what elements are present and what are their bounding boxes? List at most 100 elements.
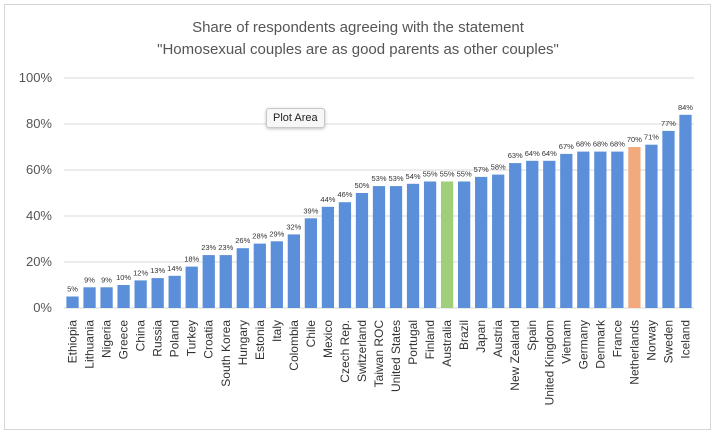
x-tick-label: Turkey [185,320,199,356]
x-tick-label: Chile [304,320,318,348]
x-tick-label: Russia [151,320,165,357]
chart-title-line-2: "Homosexual couples are as good parents … [157,41,559,58]
x-tick-label: Ethiopia [66,320,80,364]
bar [577,151,590,308]
x-tick-label: Spain [525,320,539,351]
x-tick-label: Colombia [287,320,301,371]
x-tick-label: South Korea [219,320,233,387]
bar [168,275,181,308]
bar [526,160,539,308]
data-label: 64% [542,149,557,158]
data-label: 23% [201,243,216,252]
data-label: 10% [116,273,131,282]
y-tick-label: 0% [33,300,52,315]
data-label: 9% [101,275,112,284]
data-label: 77% [661,119,676,128]
plot-area-tooltip: Plot Area [266,108,325,128]
x-tick-label: Estonia [253,320,267,360]
x-tick-label: Greece [117,320,131,360]
data-label: 63% [508,151,523,160]
data-label: 57% [474,165,489,174]
data-label: 44% [320,195,335,204]
bar [611,151,624,308]
bar [321,206,335,308]
data-label: 54% [406,172,421,181]
data-label: 70% [627,135,642,144]
bar [628,147,641,308]
x-tick-label: New Zealand [508,320,522,391]
bar [134,280,147,308]
x-tick-label: Portugal [406,320,420,365]
bar [679,114,692,308]
data-label: 13% [150,266,165,275]
y-tick-label: 100% [19,70,53,85]
data-label: 84% [678,103,693,112]
bar [543,160,556,308]
bar [185,266,198,308]
x-tick-label: Vietnam [559,320,573,364]
data-label: 64% [525,149,540,158]
x-tick-label: Japan [474,320,488,353]
x-tick-label: United Kingdom [542,320,556,405]
data-label: 55% [423,170,438,179]
bar [287,234,300,308]
x-tick-label: Lithuania [83,320,97,369]
x-tick-label: United States [389,320,403,392]
x-tick-label: Iceland [678,320,692,359]
bar [423,181,437,308]
bar [151,278,164,308]
data-label: 29% [269,229,284,238]
data-label: 68% [610,140,625,149]
x-tick-label: Finland [423,320,437,359]
data-label: 55% [457,170,472,179]
bar [253,243,266,308]
bar [560,153,573,308]
chart-title-line-1: Share of respondents agreeing with the s… [192,19,525,36]
y-tick-label: 40% [26,208,52,223]
data-label: 5% [67,285,78,294]
data-label: 14% [167,264,182,273]
data-label: 12% [133,268,148,277]
x-tick-label: Denmark [593,319,607,369]
bar [509,163,522,308]
x-tick-label: China [134,320,148,352]
x-tick-label: Brazil [457,320,471,350]
x-tick-label: Netherlands [627,320,641,385]
x-tick-label: Germany [576,320,590,369]
bar [492,174,505,308]
y-tick-label: 60% [26,162,52,177]
data-label: 23% [218,243,233,252]
data-label: 67% [559,142,574,151]
y-tick-label: 80% [26,116,52,131]
bar [304,218,318,308]
bar [202,255,215,308]
x-tick-label: Taiwan ROC [372,320,386,388]
data-label: 53% [389,174,404,183]
bar [406,183,420,308]
bar [594,151,607,308]
x-tick-label: Hungary [236,320,250,365]
data-label: 32% [286,222,301,231]
bar [83,287,96,308]
bar [66,296,79,308]
data-label: 46% [337,190,352,199]
x-tick-label: France [610,320,624,358]
bar [475,176,488,308]
x-tick-label: Austria [491,320,505,358]
x-tick-label: Czech Rep. [338,320,352,383]
bar [645,144,658,308]
data-label: 53% [371,174,386,183]
bar [100,287,113,308]
data-label: 50% [354,181,369,190]
bar [219,255,232,308]
y-tick-label: 20% [26,254,52,269]
x-tick-label: Sweden [661,320,675,363]
data-label: 68% [576,140,591,149]
data-label: 55% [440,170,455,179]
x-tick-label: Poland [168,320,182,357]
x-tick-label: Switzerland [355,320,369,382]
data-label: 39% [303,206,318,215]
bar [270,241,283,308]
data-label: 68% [593,140,608,149]
x-tick-label: Mexico [321,320,335,358]
